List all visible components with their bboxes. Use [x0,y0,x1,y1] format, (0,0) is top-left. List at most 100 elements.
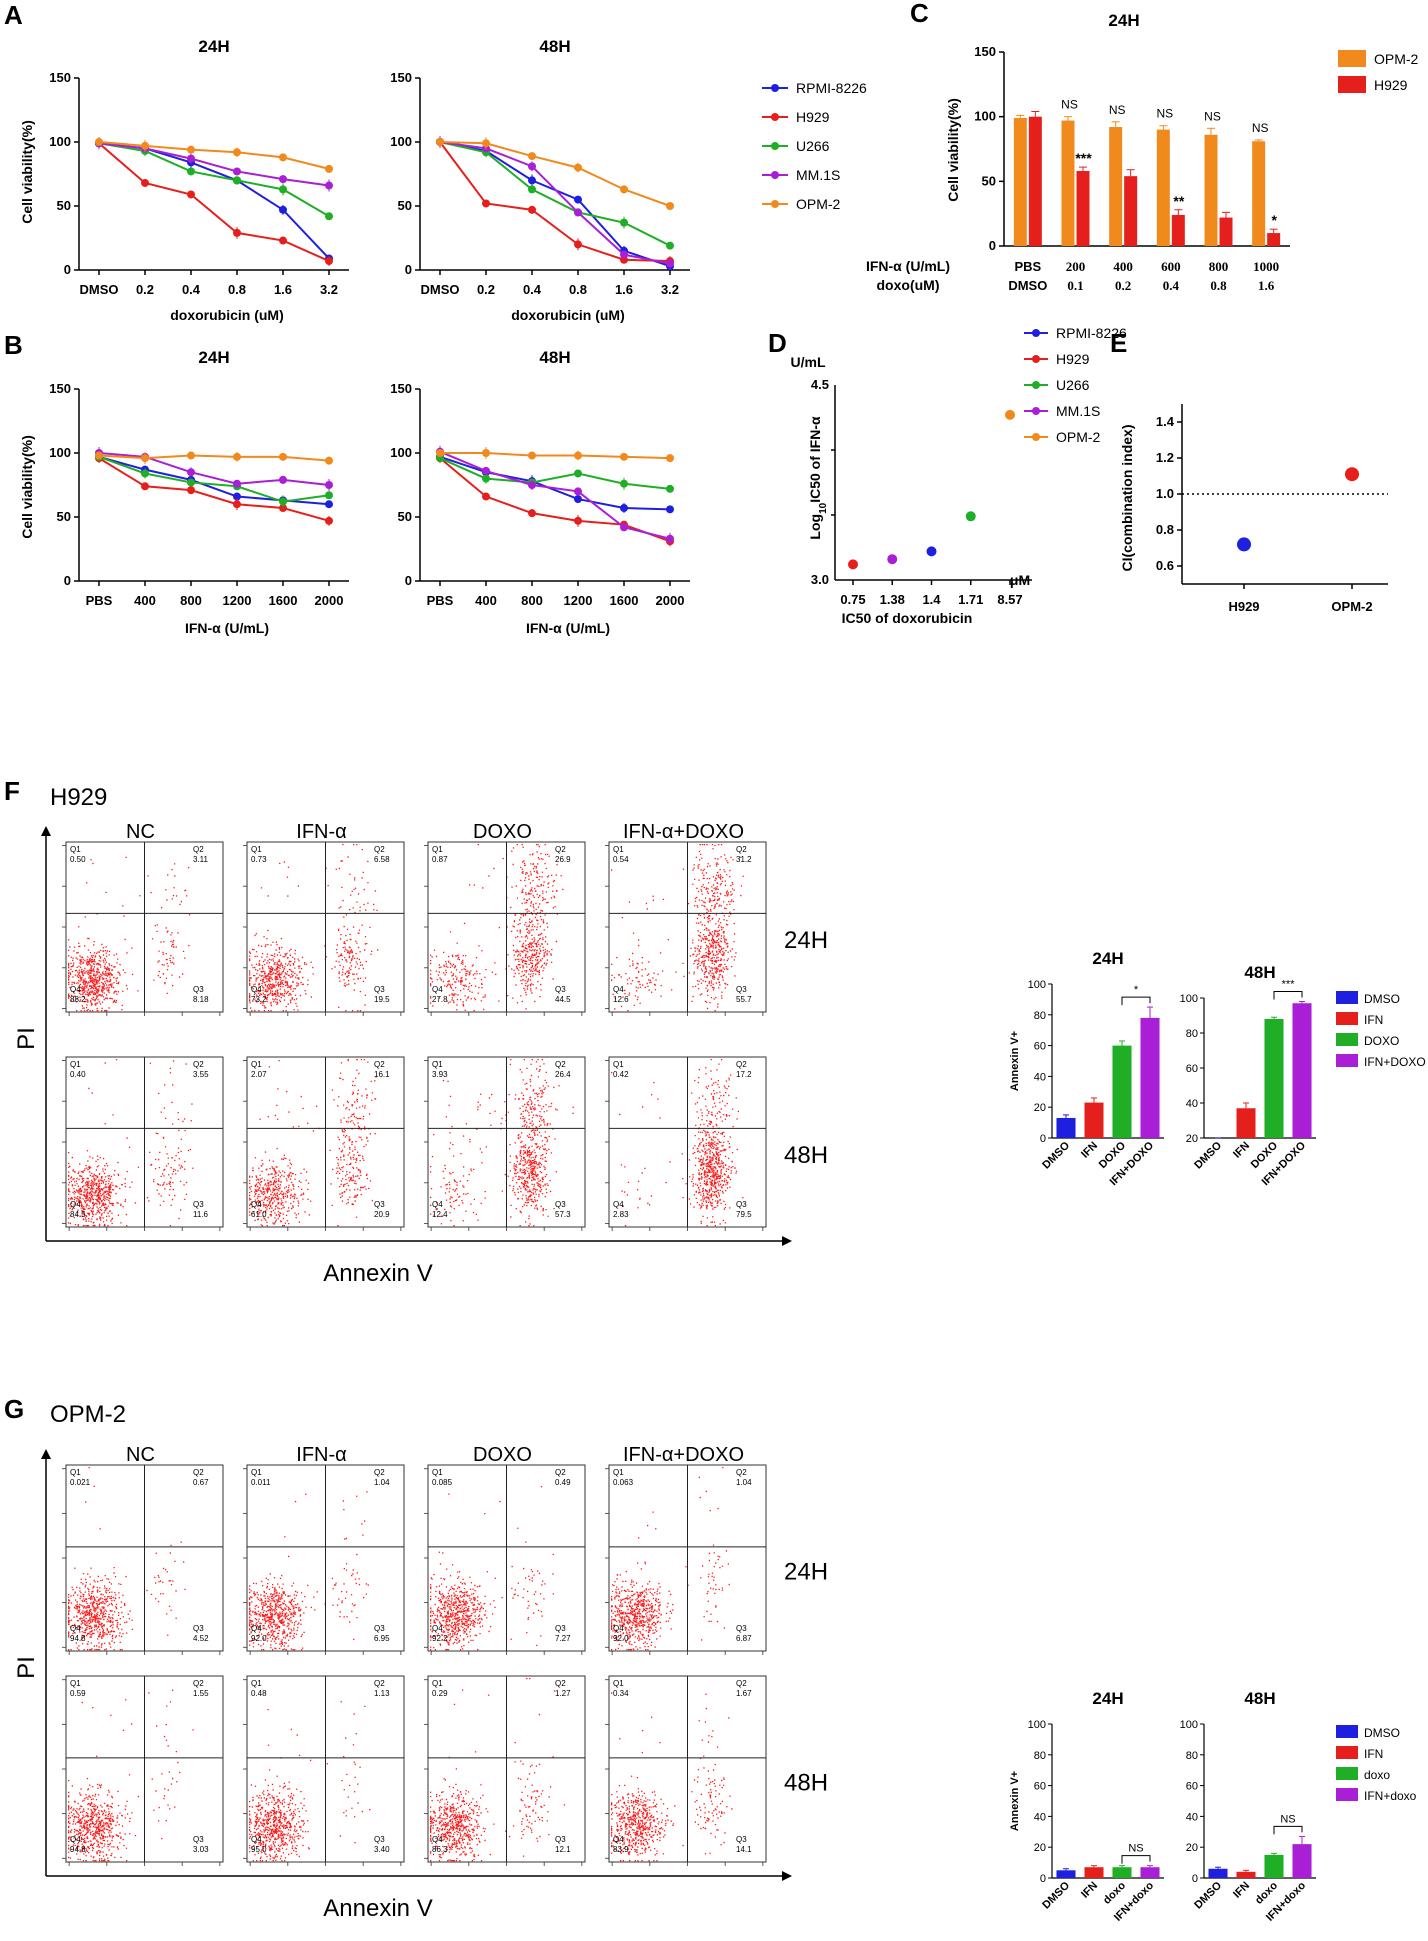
d-ylabel: Log10IC50 of IFN-α [807,416,829,540]
bar-dmso [1208,1868,1228,1878]
x-row2-label: 0.8 [1210,278,1227,293]
quadrant-value-q2: 3.11 [193,855,209,864]
quadrant-value-q4: 12.4 [432,1210,448,1219]
a-xlabel-24h: doxorubicin (uM) [170,307,284,323]
y-tick-label: 150 [49,381,71,396]
data-point-u266 [666,241,674,250]
legend-swatch-doxo [1336,1767,1358,1780]
column-header-ifn: IFN-α [296,821,346,843]
quadrant-value-q1: 0.48 [251,1689,267,1698]
data-point-mm-1s [233,167,241,176]
quadrant-name-q1: Q1 [432,845,443,854]
significance-label: NS [1204,109,1221,123]
data-point-opm-2 [187,145,195,154]
legend-marker-rpmi-8226 [1032,329,1040,337]
x-tick-label: 800 [521,593,543,608]
bar-dmso [1056,1117,1076,1138]
bar-h929 [1028,116,1042,247]
quadrant-value-q4: 83.9 [613,1845,629,1854]
legend-label-mm-1s: MM.1S [1056,403,1100,419]
legend-swatch-ifn-doxo [1336,1054,1358,1067]
data-point-opm-2 [528,451,536,460]
data-point-opm-2 [436,138,444,146]
data-point-mm-1s [279,175,287,184]
legend-label-ifn: IFN [1364,1013,1383,1027]
quadrant-value-q3: 3.03 [193,1845,209,1854]
flow-events [249,1701,371,1862]
y-axis-title: PI [13,1027,40,1050]
data-point-mm-1s [887,554,898,565]
quadrant-name-q1: Q1 [70,1679,81,1688]
data-point-h929 [233,228,241,237]
panel-label-g: G [4,1394,24,1424]
y-tick-label: 100 [49,134,71,149]
data-point-opm-2 [325,456,333,465]
quadrant-value-q4: 61.0 [251,1210,267,1219]
quadrant-name-q4: Q4 [70,1200,81,1209]
x-tick-label: 400 [475,593,497,608]
panel-label-d: D [768,328,787,358]
legend-label-doxo: doxo [1364,1768,1390,1782]
flow-events [68,1059,194,1227]
y-tick-label: 50 [57,509,71,524]
legend-label-opm-2: OPM-2 [1056,429,1101,445]
x-row1-label: 1000 [1253,259,1279,274]
legend-swatch-ifn [1336,1012,1358,1025]
quadrant-name-q2: Q2 [555,1060,566,1069]
data-point-h929 [482,492,490,501]
column-header-ifn: IFN-α [296,1444,346,1466]
data-point-rpmi-8226 [528,176,536,185]
quadrant-name-q3: Q3 [374,1835,385,1844]
y-tick-label: 1.0 [1156,486,1174,501]
data-point-u266 [620,479,628,488]
quadrant-value-q3: 20.9 [374,1210,390,1219]
x-row1-label: PBS [1014,259,1041,274]
row-label-48h: 48H [784,1770,828,1797]
data-point-mm-1s [279,475,287,484]
data-point-u266 [279,497,287,506]
flow-grid-h929: Annexin V PI NC IFN-α DOXO IFN-α+DOXO 24H 48H Q1… [13,821,828,1287]
legend-label-h929: H929 [1056,351,1090,367]
quadrant-name-q4: Q4 [70,1835,81,1844]
data-point-u266 [279,185,287,194]
quadrant-value-q2: 0.49 [555,1478,571,1487]
quadrant-name-q1: Q1 [432,1468,443,1477]
legend-swatch-opm-2 [1338,50,1366,67]
data-point-opm-2 [1005,409,1015,420]
data-point-opm-2 [233,148,241,157]
significance-stars: *** [1075,150,1092,166]
panel-label-e: E [1110,328,1127,358]
y-tick-label: 100 [390,445,412,460]
significance-label: NS [1280,1813,1295,1825]
quadrant-name-q4: Q4 [432,1624,443,1633]
data-point-h929 [187,190,195,199]
data-point-rpmi-8226 [325,500,333,509]
data-point-opm-2 [482,139,490,148]
x-tick-label: 0.4 [182,282,201,297]
data-point-u266 [574,469,582,478]
data-point-u266 [233,176,241,185]
x-tick-label: 1.6 [274,282,292,297]
y-tick-label: 50 [398,509,412,524]
data-point-rpmi-8226 [574,195,582,204]
data-point-u266 [620,218,628,227]
legend-label-ifn-doxo: IFN+doxo [1364,1789,1417,1803]
chart-b-24h: 24H 0 50 100 150 PBS 400 800 1200 1600 2000 [49,348,349,608]
quadrant-value-q2: 17.2 [736,1070,752,1079]
chart-title: 48H [1244,963,1275,982]
data-point-h929 [141,482,149,491]
quadrant-name-q4: Q4 [613,985,624,994]
y-tick-label: 0.6 [1156,558,1174,573]
y-tick-label: 100 [1028,1719,1046,1731]
y-tick-label: 1.4 [1156,414,1175,429]
data-point-opm-2 [187,451,195,460]
quadrant-value-q1: 0.063 [613,1478,634,1487]
bar-ifn [1236,1871,1256,1878]
data-point-h929 [141,178,149,187]
data-point-opm-2 [279,452,287,461]
d-ylabel-sub: 10 [818,502,829,514]
x-tick-label: DMSO [421,282,460,297]
legend-label-opm-2: OPM-2 [796,196,841,212]
data-point-h929 [279,236,287,245]
